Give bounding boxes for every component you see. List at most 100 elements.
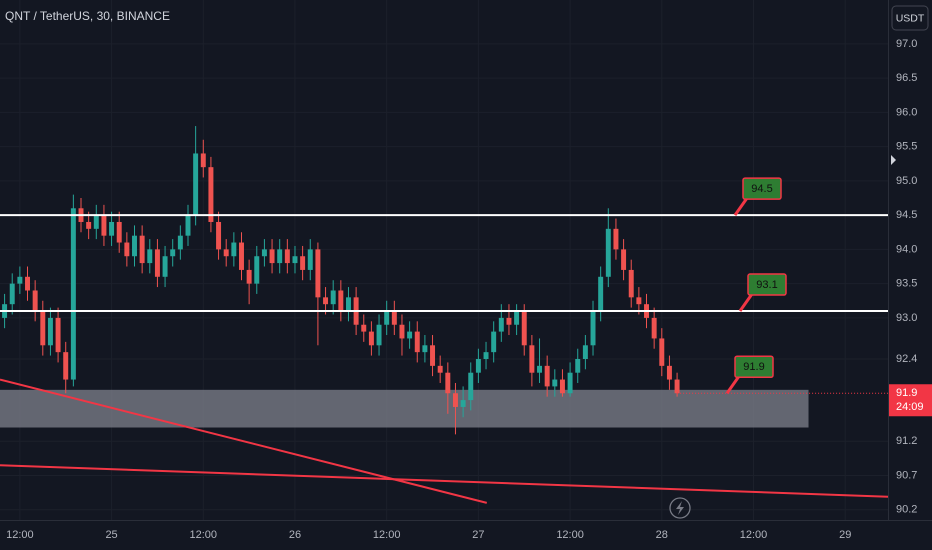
candle-body	[590, 311, 596, 346]
x-tick-label: 12:00	[556, 529, 584, 541]
y-tick-label: 95.5	[896, 141, 917, 153]
candle-body	[231, 242, 237, 257]
candle-body	[368, 331, 374, 346]
candle-body	[147, 249, 153, 264]
candle-body	[529, 345, 535, 373]
candle-body	[514, 311, 520, 325]
candle-body	[460, 400, 466, 407]
x-tick-label: 12:00	[740, 529, 768, 541]
last-price-label: 91.9	[896, 387, 917, 399]
candle-body	[475, 358, 481, 373]
candle-body	[132, 235, 137, 257]
candle-body	[170, 249, 176, 257]
candle-body	[216, 221, 222, 250]
callout-box	[742, 177, 782, 200]
candle-body	[422, 345, 428, 353]
currency-label[interactable]: USDT	[896, 12, 925, 24]
candle-body	[628, 269, 634, 298]
trend-line	[0, 464, 889, 498]
x-tick-label: 27	[472, 529, 484, 541]
candle-body	[315, 249, 321, 298]
candle-body	[63, 352, 69, 380]
y-tick-label: 96.5	[896, 72, 917, 84]
candle-body	[55, 317, 61, 353]
candle-body	[40, 311, 46, 346]
icon-circle[interactable]	[669, 497, 691, 519]
candle-body	[361, 324, 367, 332]
scroll-arrow[interactable]	[891, 155, 896, 165]
candle-body	[86, 221, 92, 229]
y-tick-label: 91.2	[896, 435, 917, 447]
candle-body	[25, 276, 30, 291]
candle-body	[269, 249, 275, 264]
last-price-tag	[889, 384, 932, 417]
candle-body	[70, 208, 76, 380]
candle-body	[124, 242, 130, 257]
candle-body	[407, 331, 413, 339]
candle-body	[177, 235, 183, 250]
candle-body	[605, 228, 611, 277]
countdown-label: 24:09	[896, 401, 924, 413]
candle-body	[254, 256, 260, 284]
candle-body	[284, 249, 290, 264]
candle-body	[330, 290, 336, 305]
plot: 94.5 93.1 91.9	[0, 126, 889, 504]
candle-body	[154, 249, 160, 277]
candle-body	[208, 167, 214, 222]
candle-body	[491, 331, 497, 353]
x-tick-label: 12:00	[6, 529, 34, 541]
candle-body	[483, 352, 489, 359]
candle-body	[498, 317, 504, 332]
callout-box	[734, 355, 774, 379]
candle-body	[17, 276, 23, 284]
candle-body	[598, 276, 604, 312]
callout-label: 91.9	[743, 361, 764, 373]
candle-body	[93, 215, 99, 229]
y-tick-label: 95.0	[896, 175, 917, 187]
candle-body	[552, 379, 558, 387]
candle-body	[47, 317, 53, 346]
candle-body	[300, 256, 306, 270]
y-tick-label: 94.5	[896, 209, 917, 221]
candle-body	[246, 269, 252, 284]
y-tick-label: 97.0	[896, 38, 917, 50]
x-tick-label: 28	[656, 529, 668, 541]
support-zone	[0, 389, 809, 428]
candle-body	[430, 345, 436, 366]
candle-body	[452, 393, 458, 407]
callout-pointer	[733, 197, 749, 216]
candle-body	[544, 365, 550, 387]
candle-body	[185, 215, 191, 236]
x-tick-label: 12:00	[373, 529, 401, 541]
candle-body	[613, 228, 619, 250]
icon-bolt[interactable]	[676, 501, 684, 515]
candle-body	[307, 249, 313, 270]
candle-body	[323, 297, 329, 305]
x-tick-label: 29	[839, 529, 851, 541]
trend-line	[0, 378, 488, 504]
y-tick-label: 94.0	[896, 243, 917, 255]
replay-icon[interactable]	[669, 497, 691, 519]
candle-body	[376, 324, 382, 346]
y-tick-label: 92.4	[896, 353, 917, 365]
callout-pointer	[738, 293, 754, 312]
y-tick-label: 93.5	[896, 278, 917, 290]
candle-body	[621, 249, 627, 270]
candle-body	[445, 372, 451, 394]
y-tick-label: 90.2	[896, 504, 917, 516]
candle-body	[575, 358, 581, 373]
y-tick-label: 93.0	[896, 312, 917, 324]
candle-body	[651, 317, 657, 339]
x-tick-label: 25	[105, 529, 117, 541]
callout-label: 94.5	[751, 183, 772, 195]
candle-body	[109, 221, 115, 236]
candle-body	[414, 331, 420, 353]
candle-body	[468, 372, 474, 401]
currency-button[interactable]	[891, 5, 929, 31]
candle-body	[506, 317, 512, 325]
candle-body	[567, 372, 573, 394]
chart-title: QNT / TetherUS, 30, BINANCE	[5, 9, 170, 23]
candle-body	[537, 365, 543, 373]
